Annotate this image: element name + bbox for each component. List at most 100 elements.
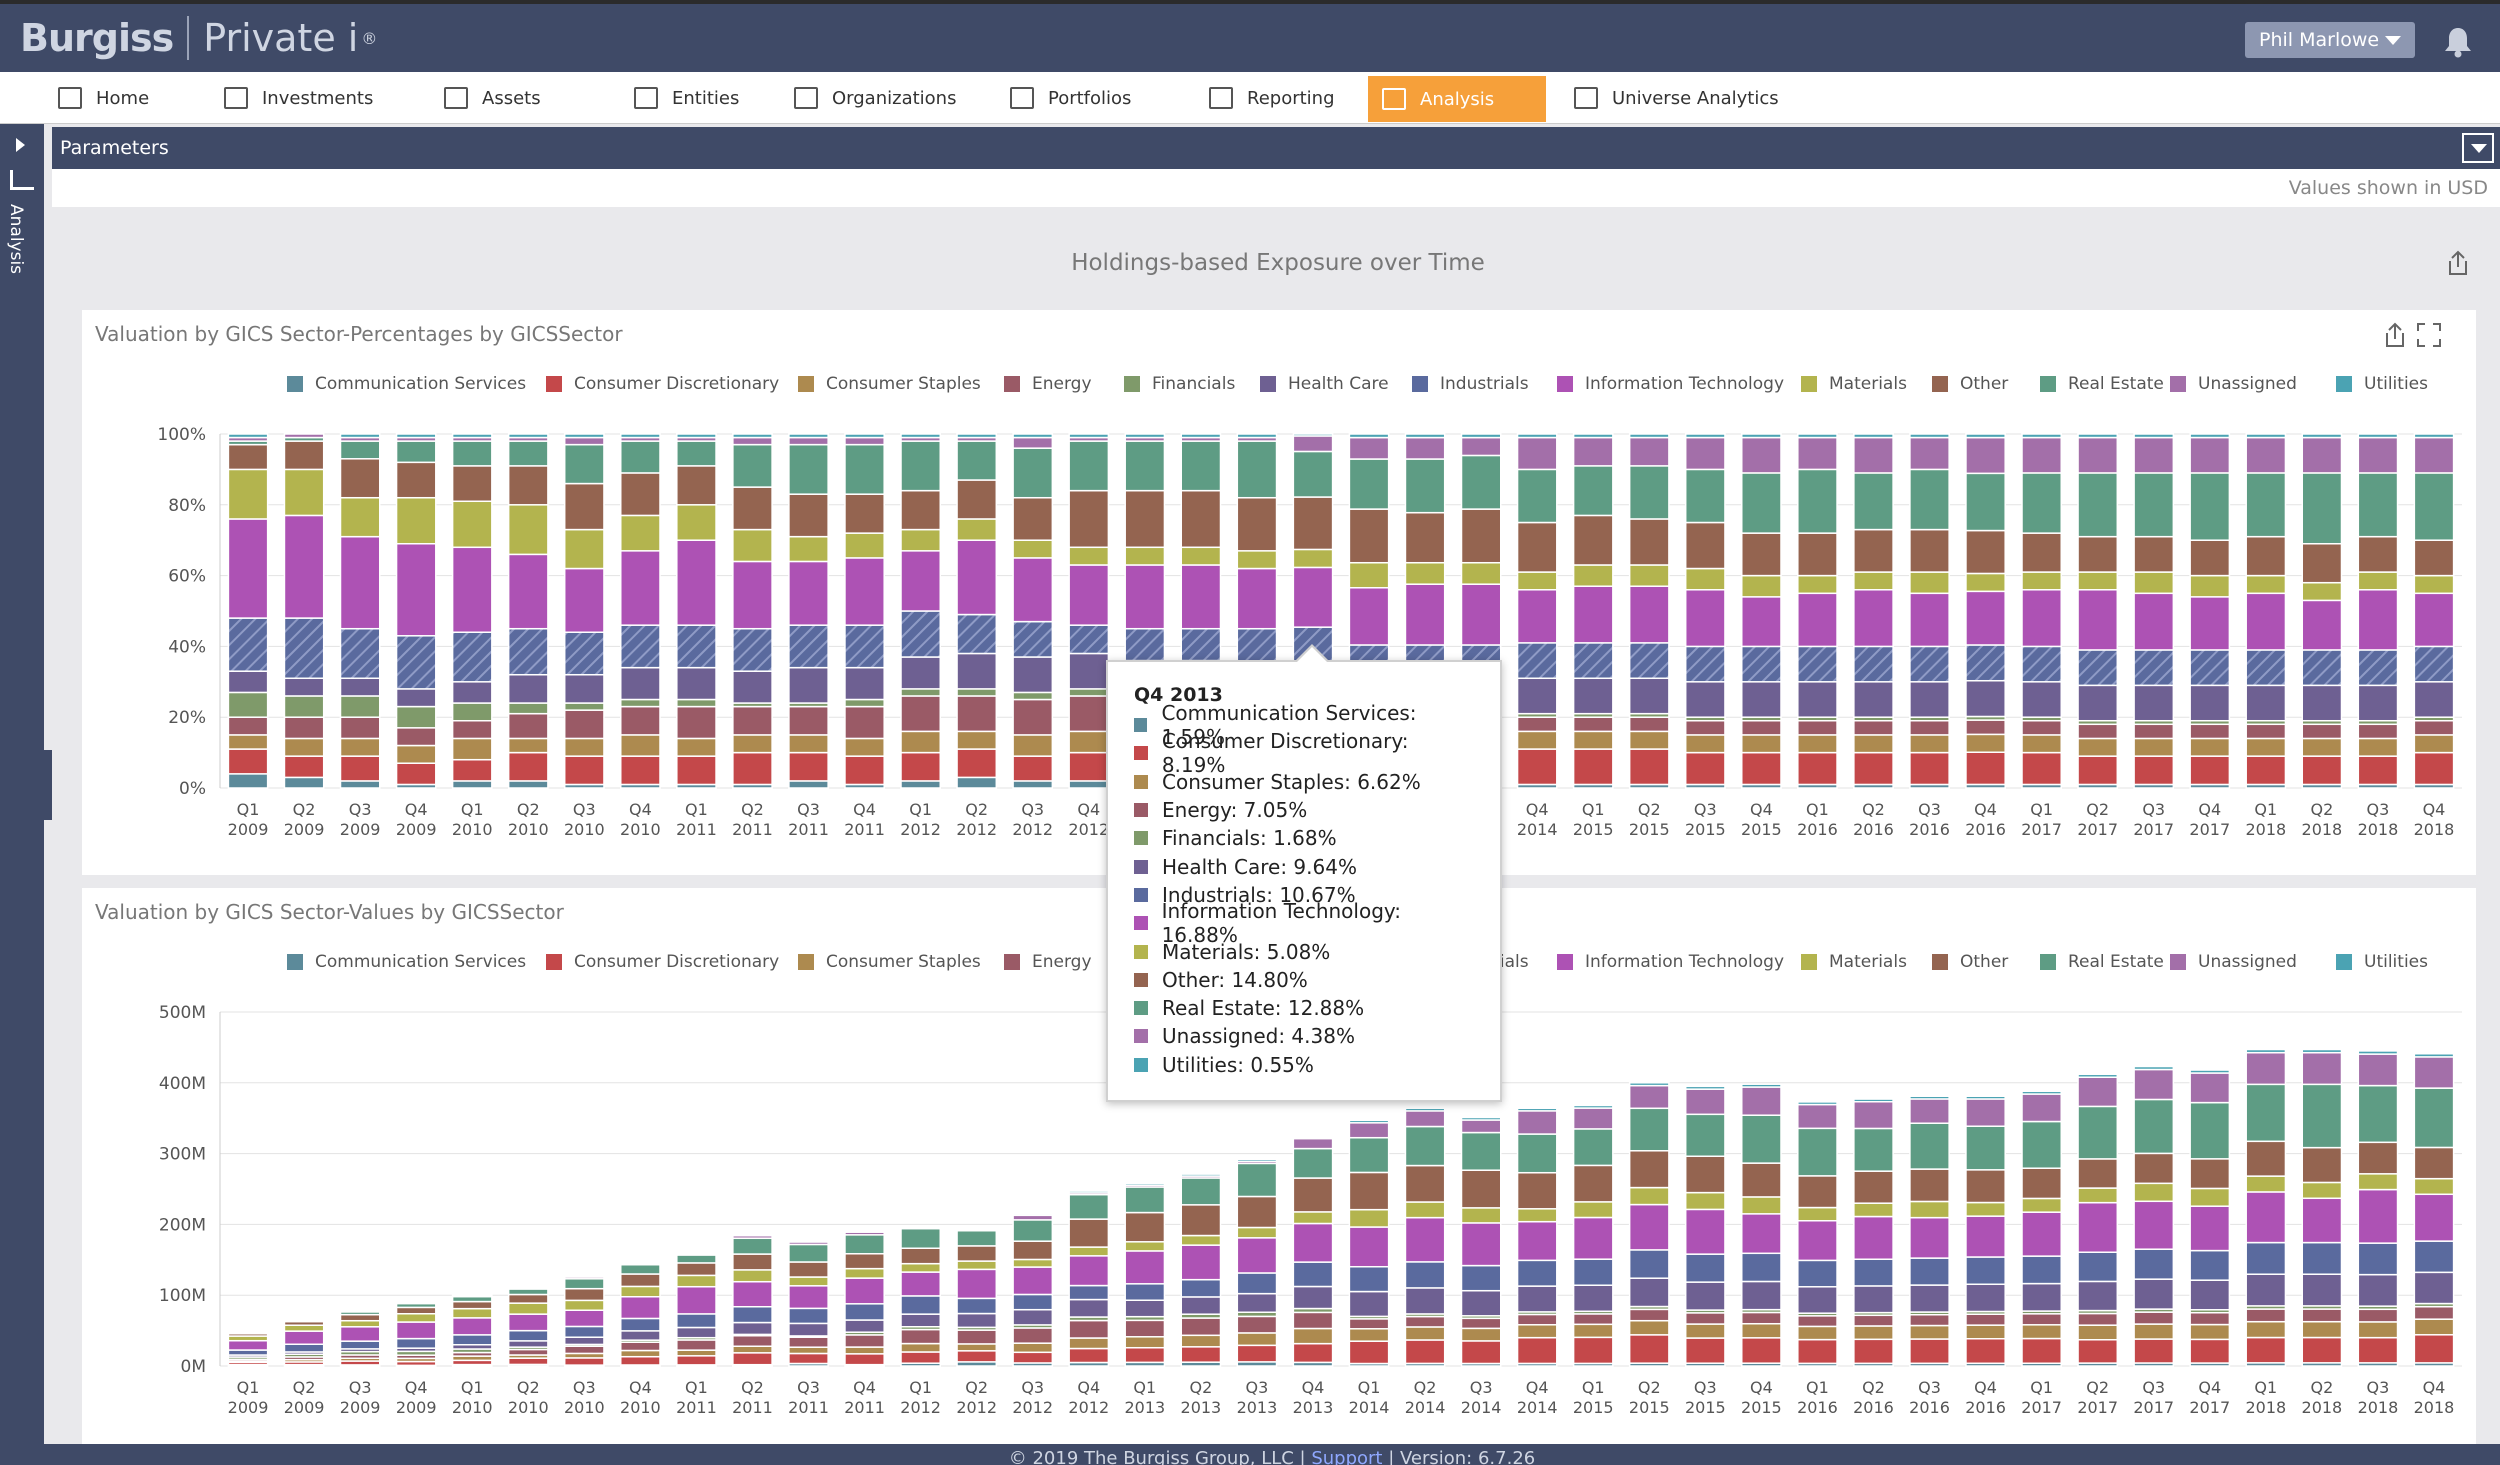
nav-item-reporting[interactable]: Reporting xyxy=(1195,72,1349,124)
bar-segment[interactable] xyxy=(563,737,605,757)
bar-segment[interactable] xyxy=(507,1357,549,1366)
bar-segment[interactable] xyxy=(1404,458,1446,514)
bar-segment[interactable] xyxy=(227,1339,269,1351)
export-icon[interactable] xyxy=(2446,250,2470,276)
bar-segment[interactable] xyxy=(1909,592,1950,648)
bar-segment[interactable] xyxy=(1236,1272,1278,1295)
bar-segment[interactable] xyxy=(1909,528,1950,573)
bar-segment[interactable] xyxy=(1180,433,1222,439)
bar-segment[interactable] xyxy=(2413,1087,2455,1149)
bar-segment[interactable] xyxy=(1909,719,1950,736)
bar-segment[interactable] xyxy=(395,635,437,690)
bar-segment[interactable] xyxy=(2133,737,2175,757)
bar-segment[interactable] xyxy=(2021,645,2062,683)
bar-segment[interactable] xyxy=(1012,557,1054,623)
parameters-dropdown-button[interactable] xyxy=(2462,133,2494,163)
bar-segment[interactable] xyxy=(2021,719,2062,736)
bar-segment[interactable] xyxy=(1853,719,1894,736)
bar-segment[interactable] xyxy=(1292,1327,1334,1345)
bar-segment[interactable] xyxy=(2413,592,2455,648)
bar-segment[interactable] xyxy=(1965,751,2006,786)
bar-segment[interactable] xyxy=(1348,1340,1390,1365)
bar-segment[interactable] xyxy=(1572,1128,1614,1167)
bar-segment[interactable] xyxy=(2357,1308,2399,1323)
bar-segment[interactable] xyxy=(1684,751,1726,786)
bar-segment[interactable] xyxy=(956,730,998,750)
bar-segment[interactable] xyxy=(339,1326,381,1342)
bar-segment[interactable] xyxy=(227,691,269,718)
bar-segment[interactable] xyxy=(451,465,493,503)
bar-segment[interactable] xyxy=(395,1301,437,1304)
bar-segment[interactable] xyxy=(1684,734,1726,754)
bar-segment[interactable] xyxy=(1124,1283,1166,1301)
bar-segment[interactable] xyxy=(1012,1351,1054,1364)
bar-segment[interactable] xyxy=(451,1334,493,1346)
bar-segment[interactable] xyxy=(1516,1107,1558,1112)
bar-segment[interactable] xyxy=(507,1288,549,1296)
bar-segment[interactable] xyxy=(1292,1147,1334,1179)
bar-segment[interactable] xyxy=(563,1278,605,1290)
bar-segment[interactable] xyxy=(1012,1327,1054,1344)
bar-segment[interactable] xyxy=(620,1295,661,1320)
bar-segment[interactable] xyxy=(956,1343,998,1352)
bar-segment[interactable] xyxy=(1684,1312,1726,1325)
bar-segment[interactable] xyxy=(1292,1211,1334,1225)
bar-segment[interactable] xyxy=(2021,1093,2062,1123)
bar-segment[interactable] xyxy=(283,776,325,789)
bar-segment[interactable] xyxy=(2133,1278,2175,1310)
bar-segment[interactable] xyxy=(732,1269,773,1283)
bar-segment[interactable] xyxy=(900,695,941,733)
bar-segment[interactable] xyxy=(732,433,773,439)
bar-segment[interactable] xyxy=(1797,719,1838,736)
bar-segment[interactable] xyxy=(507,1286,549,1289)
bar-segment[interactable] xyxy=(844,557,885,626)
bar-segment[interactable] xyxy=(900,780,941,789)
bar-segment[interactable] xyxy=(1516,1336,1558,1365)
bar-segment[interactable] xyxy=(1965,1283,2006,1313)
bar-segment[interactable] xyxy=(1909,1338,1950,1365)
bar-segment[interactable] xyxy=(507,1348,549,1356)
bar-segment[interactable] xyxy=(1068,780,1110,789)
bar-segment[interactable] xyxy=(339,695,381,718)
bar-segment[interactable] xyxy=(2301,1241,2343,1275)
bar-segment[interactable] xyxy=(844,666,885,701)
bar-segment[interactable] xyxy=(2245,1273,2287,1307)
bar-segment[interactable] xyxy=(339,780,381,789)
bar-segment[interactable] xyxy=(1348,561,1390,589)
bar-segment[interactable] xyxy=(1965,733,2006,753)
bar-segment[interactable] xyxy=(1292,1177,1334,1213)
bar-segment[interactable] xyxy=(1741,1114,1782,1164)
bar-segment[interactable] xyxy=(732,1334,773,1347)
bar-segment[interactable] xyxy=(2413,1053,2455,1058)
nav-item-investments[interactable]: Investments xyxy=(210,72,387,124)
bar-segment[interactable] xyxy=(788,751,829,782)
bar-segment[interactable] xyxy=(1460,1340,1502,1365)
bar-segment[interactable] xyxy=(2245,1320,2287,1339)
bar-segment[interactable] xyxy=(1460,1317,1502,1330)
bar-segment[interactable] xyxy=(1853,1098,1894,1103)
bar-segment[interactable] xyxy=(2301,1146,2343,1184)
bar-segment[interactable] xyxy=(283,1324,325,1332)
bar-segment[interactable] xyxy=(1460,1222,1502,1267)
bar-segment[interactable] xyxy=(1180,1173,1222,1177)
bar-segment[interactable] xyxy=(563,482,605,531)
bar-segment[interactable] xyxy=(2133,592,2175,651)
bar-segment[interactable] xyxy=(2301,684,2343,722)
bar-segment[interactable] xyxy=(2133,755,2175,786)
bar-segment[interactable] xyxy=(1797,436,1838,471)
bar-segment[interactable] xyxy=(2077,535,2119,573)
bar-segment[interactable] xyxy=(2077,684,2119,722)
bar-segment[interactable] xyxy=(1348,1208,1390,1228)
bar-segment[interactable] xyxy=(1012,755,1054,782)
bar-segment[interactable] xyxy=(451,758,493,782)
bar-segment[interactable] xyxy=(507,504,549,556)
bar-segment[interactable] xyxy=(1292,496,1334,551)
bar-segment[interactable] xyxy=(1572,514,1614,566)
bar-segment[interactable] xyxy=(732,734,773,754)
bar-segment[interactable] xyxy=(788,1239,829,1243)
bar-segment[interactable] xyxy=(1797,645,1838,683)
bar-segment[interactable] xyxy=(844,705,885,740)
bar-segment[interactable] xyxy=(1853,1285,1894,1314)
bar-segment[interactable] xyxy=(1516,521,1558,573)
bar-segment[interactable] xyxy=(1180,1244,1222,1281)
